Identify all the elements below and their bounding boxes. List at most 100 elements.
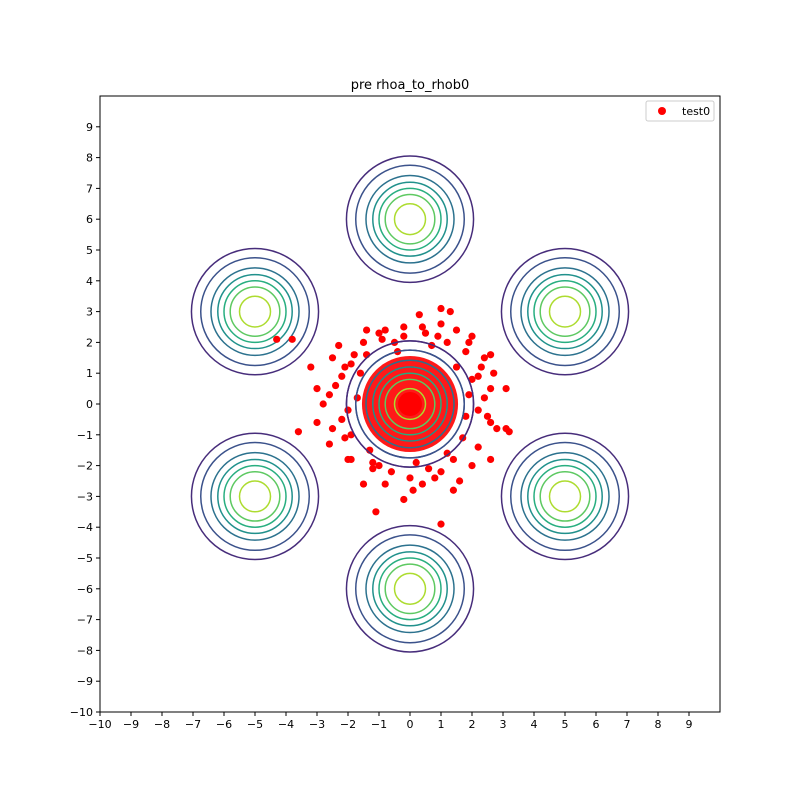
y-tick-label: −7 [77, 614, 93, 627]
chart-title: pre rhoa_to_rhob0 [351, 78, 470, 93]
y-tick-label: −10 [70, 706, 93, 719]
data-point [437, 468, 445, 476]
data-point [356, 369, 364, 377]
x-tick-label: 4 [531, 718, 538, 731]
y-tick-label: −5 [77, 552, 93, 565]
contour-ring [527, 458, 603, 535]
data-point [462, 348, 470, 356]
contour-ring [384, 378, 436, 430]
contour-ring [355, 349, 465, 459]
x-tick-label: −5 [247, 718, 263, 731]
contour-ring [384, 563, 436, 615]
data-point [468, 332, 476, 340]
data-point [493, 425, 501, 433]
contour-ring [548, 480, 582, 513]
data-point [307, 363, 315, 371]
data-point-center [398, 392, 422, 416]
contour-ring [345, 524, 475, 653]
x-tick-label: −1 [371, 718, 387, 731]
x-tick-label: 1 [438, 718, 445, 731]
scatter-points-layer [273, 304, 513, 528]
data-point [381, 326, 389, 334]
y-tick-label: 3 [86, 306, 93, 319]
data-point [369, 458, 377, 467]
data-point [443, 449, 451, 457]
y-tick-label: −9 [77, 675, 93, 688]
y-tick-label: 8 [86, 152, 93, 165]
contour-ring [533, 464, 597, 528]
contour-group-1 [500, 247, 630, 376]
data-point [487, 455, 495, 464]
data-point [465, 338, 473, 346]
data-point [465, 391, 473, 399]
data-point [335, 341, 343, 350]
data-point [344, 406, 352, 414]
contour-ring [210, 451, 300, 541]
y-tick-label: 7 [86, 182, 93, 195]
contour-ring [533, 280, 597, 344]
contour-ring [217, 273, 293, 350]
data-point [338, 372, 346, 380]
legend-marker-test0 [658, 107, 666, 115]
data-point [456, 477, 464, 485]
contour-ring [355, 164, 465, 274]
data-point [338, 415, 346, 423]
y-tick-label: 9 [86, 121, 93, 134]
y-tick-label: −2 [77, 460, 93, 473]
contour-ring [378, 557, 442, 621]
data-point [437, 520, 445, 528]
data-point [341, 434, 349, 442]
data-point [437, 304, 445, 313]
data-point [381, 480, 389, 488]
data-point [313, 385, 321, 393]
x-tick-label: 0 [407, 718, 414, 731]
contour-ring [393, 572, 427, 605]
y-tick-label: −4 [77, 521, 93, 534]
data-point [487, 351, 495, 359]
contour-group-4 [190, 432, 320, 561]
data-point [328, 354, 337, 362]
data-point [328, 425, 337, 433]
contour-ring [378, 187, 442, 251]
data-point [487, 385, 495, 393]
contour-ring [500, 432, 630, 561]
x-tick-label: 6 [593, 718, 600, 731]
data-point [446, 308, 454, 316]
data-point [341, 363, 349, 371]
data-point [415, 311, 423, 319]
data-point [369, 465, 377, 473]
x-tick-label: −8 [154, 718, 170, 731]
contour-ring [393, 387, 427, 421]
contour-ring [190, 247, 320, 376]
data-point [412, 458, 420, 467]
data-point [363, 326, 371, 334]
x-tick-label: 3 [500, 718, 507, 731]
data-point [418, 480, 426, 488]
data-point [332, 381, 340, 390]
data-point [347, 360, 355, 368]
data-point [273, 335, 281, 343]
data-point [350, 351, 358, 359]
contour-ring [229, 286, 281, 337]
data-point [400, 495, 408, 504]
data-point [375, 329, 383, 337]
x-tick-label: −4 [278, 718, 294, 731]
x-tick-label: −3 [309, 718, 325, 731]
data-point [474, 406, 482, 414]
data-point [378, 335, 386, 343]
contour-ring [345, 340, 475, 468]
contour-ring [539, 286, 591, 337]
contour-ring [384, 193, 436, 245]
data-point [443, 338, 451, 346]
data-point [294, 428, 302, 436]
contour-ring [393, 203, 427, 236]
data-point [288, 335, 296, 343]
contour-ring [548, 295, 582, 328]
x-tick-label: 7 [624, 718, 631, 731]
data-point [344, 455, 352, 464]
y-tick-label: −8 [77, 644, 93, 657]
contour-ring [539, 471, 591, 522]
data-point [372, 508, 380, 516]
contour-ring [500, 247, 630, 376]
